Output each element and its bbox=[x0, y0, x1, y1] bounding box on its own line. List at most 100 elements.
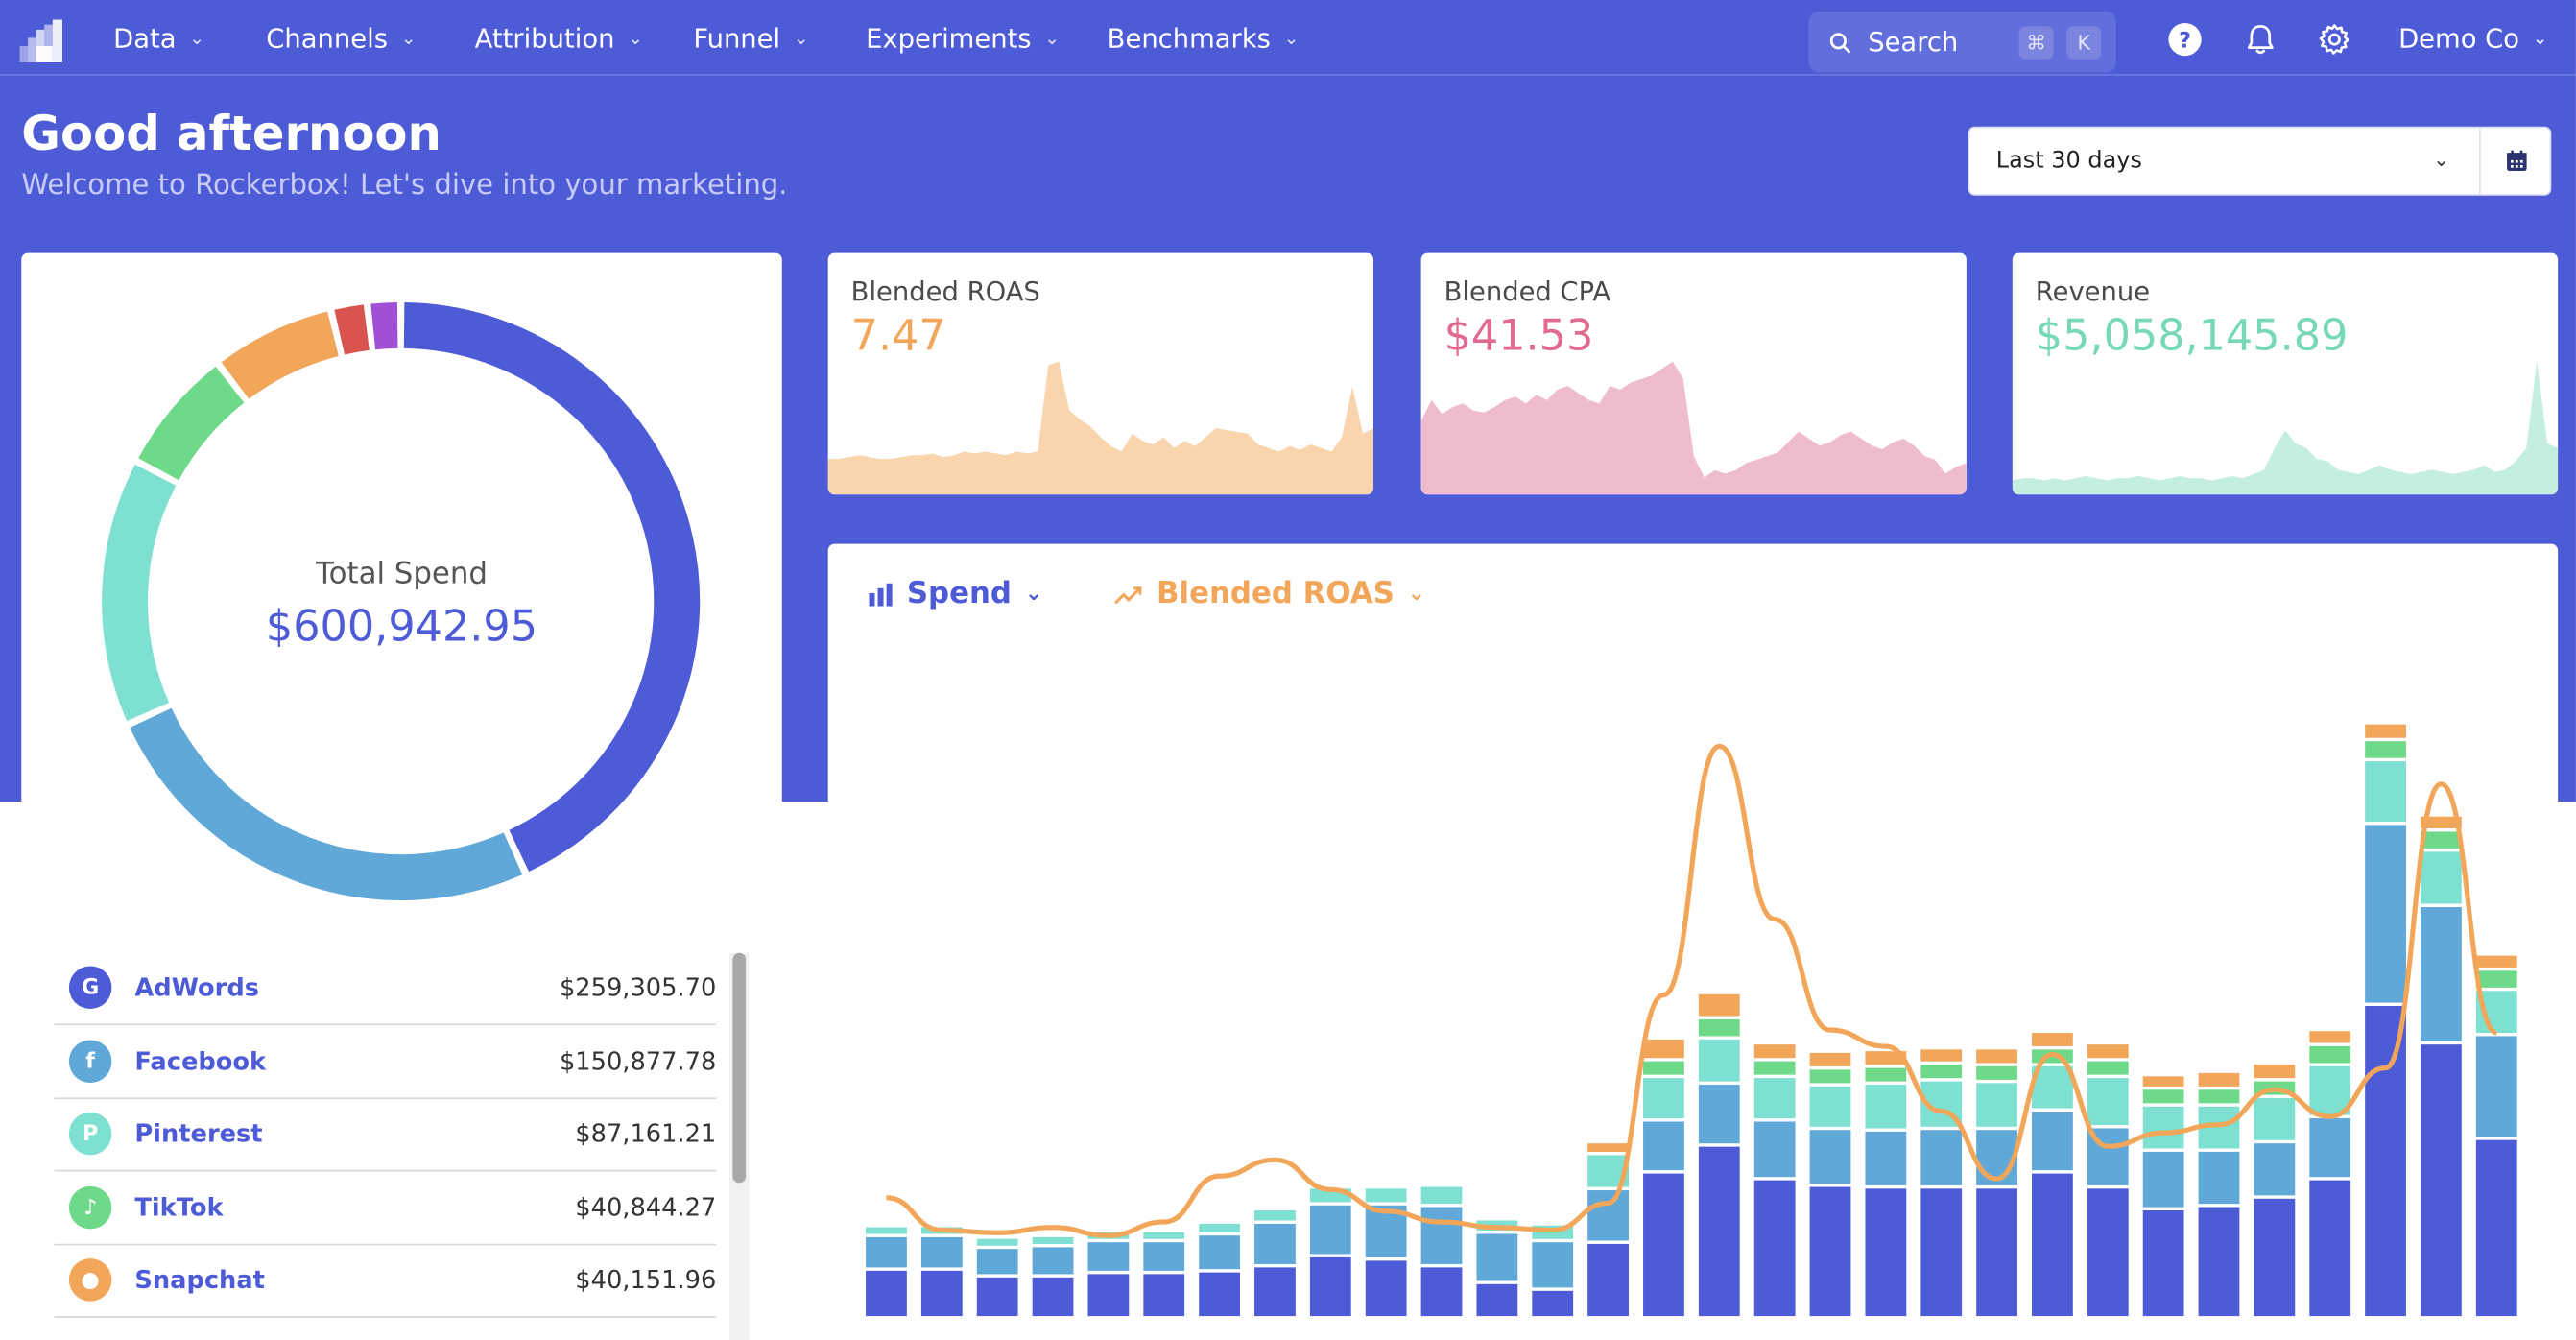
date-range-picker[interactable]: Last 30 days ⌄ bbox=[1968, 126, 2552, 196]
kpi-card-roas[interactable]: Blended ROAS 7.47 bbox=[827, 252, 1373, 495]
nav-funnel[interactable]: Funnel ⌄ bbox=[693, 0, 808, 76]
channel-row-snapchat[interactable]: ● Snapchat $40,151.96 bbox=[54, 1245, 717, 1318]
rockerbox-logo-icon[interactable] bbox=[19, 19, 63, 63]
bar-segment-adwords bbox=[1976, 1188, 2017, 1317]
bar-segment-facebook bbox=[2254, 1143, 2296, 1196]
channel-row-facebook[interactable]: f Facebook $150,877.78 bbox=[54, 1027, 717, 1100]
bar-segment-pinterest bbox=[1143, 1232, 1185, 1239]
help-icon[interactable]: ? bbox=[2167, 21, 2204, 58]
bar-segment-facebook bbox=[2198, 1151, 2240, 1205]
chevron-down-icon[interactable]: ⌄ bbox=[2433, 148, 2450, 172]
bar-segment-facebook bbox=[1143, 1242, 1185, 1271]
bar-segment-tiktok bbox=[2365, 741, 2406, 758]
account-name: Demo Co bbox=[2398, 22, 2520, 54]
nav-benchmarks-label: Benchmarks bbox=[1107, 22, 1271, 54]
search-label: Search bbox=[1868, 26, 1959, 58]
search-button[interactable]: Search ⌘ K bbox=[1808, 11, 2116, 73]
total-spend-label: Total Spend bbox=[316, 557, 488, 592]
bar-segment-tiktok bbox=[2475, 970, 2517, 988]
bar-segment-pinterest bbox=[1865, 1085, 1907, 1129]
bar-segment-facebook bbox=[1532, 1242, 1574, 1288]
kpi-card-cpa[interactable]: Blended CPA $41.53 bbox=[1420, 252, 1967, 495]
roas-sparkline bbox=[827, 361, 1373, 495]
bar-segment-adwords bbox=[1087, 1274, 1130, 1317]
bar-segment-adwords bbox=[1698, 1146, 1740, 1317]
donut-slice-other-2 bbox=[370, 301, 398, 350]
donut-slice-tiktok bbox=[138, 366, 245, 481]
calendar-icon[interactable] bbox=[2504, 148, 2530, 174]
spend-breakdown-card: Total Spend $600,942.95 G AdWords $259,3… bbox=[21, 252, 782, 1340]
bar-segment-snapchat bbox=[1865, 1051, 1907, 1065]
bar-segment-pinterest bbox=[1032, 1236, 1074, 1244]
bar-segment-adwords bbox=[1532, 1290, 1574, 1317]
bar-segment-snapchat bbox=[1698, 993, 1740, 1017]
bar-segment-facebook bbox=[2309, 1117, 2351, 1178]
bar-segment-tiktok bbox=[2142, 1089, 2184, 1104]
bar-segment-pinterest bbox=[1976, 1083, 2017, 1127]
bar-segment-adwords bbox=[2365, 1006, 2406, 1317]
bar-segment-pinterest bbox=[1809, 1086, 1851, 1127]
metric-selector-spend[interactable]: Spend ⌄ bbox=[868, 577, 1042, 611]
bar-segment-facebook bbox=[920, 1236, 963, 1268]
bar-segment-pinterest bbox=[2087, 1078, 2129, 1126]
bar-segment-pinterest bbox=[2254, 1098, 2296, 1140]
date-range-divider bbox=[2478, 128, 2481, 194]
bar-segment-facebook bbox=[2032, 1111, 2073, 1171]
bar-segment-adwords bbox=[1753, 1180, 1796, 1317]
channel-amount: $150,877.78 bbox=[559, 1046, 717, 1077]
metric-selector-roas[interactable]: Blended ROAS ⌄ bbox=[1114, 576, 1425, 611]
kbd-command: ⌘ bbox=[2018, 26, 2054, 60]
bar-segment-facebook bbox=[1643, 1121, 1684, 1171]
bar-segment-snapchat bbox=[1920, 1049, 1963, 1062]
nav-data[interactable]: Data ⌄ bbox=[113, 0, 204, 76]
bar-segment-tiktok bbox=[1920, 1065, 1963, 1079]
bar-segment-tiktok bbox=[1865, 1067, 1907, 1082]
account-menu[interactable]: Demo Co ⌄ bbox=[2398, 0, 2547, 76]
bar-segment-facebook bbox=[1032, 1247, 1074, 1275]
google-icon: G bbox=[68, 966, 112, 1009]
channel-row-pinterest[interactable]: P Pinterest $87,161.21 bbox=[54, 1099, 717, 1172]
channel-name: Facebook bbox=[134, 1046, 267, 1077]
spend-donut-chart bbox=[102, 301, 701, 900]
bar-segment-facebook bbox=[2421, 906, 2462, 1041]
channel-amount: $40,151.96 bbox=[575, 1265, 717, 1295]
bar-segment-adwords bbox=[2087, 1188, 2129, 1317]
bar-segment-pinterest bbox=[1254, 1210, 1296, 1221]
nav-data-label: Data bbox=[113, 22, 177, 54]
date-range-label: Last 30 days bbox=[1995, 148, 2142, 175]
nav-channels[interactable]: Channels ⌄ bbox=[266, 0, 416, 76]
channel-list-scrollbar-thumb[interactable] bbox=[732, 952, 747, 1184]
bar-segment-facebook bbox=[1420, 1207, 1463, 1264]
channel-amount: $259,305.70 bbox=[559, 972, 717, 1003]
bar-segment-adwords bbox=[1032, 1277, 1074, 1317]
channel-row-tiktok[interactable]: ♪ TikTok $40,844.27 bbox=[54, 1173, 717, 1246]
total-spend-value: $600,942.95 bbox=[265, 603, 538, 653]
nav-benchmarks[interactable]: Benchmarks ⌄ bbox=[1108, 0, 1300, 76]
chevron-down-icon: ⌄ bbox=[189, 27, 204, 49]
bar-segment-pinterest bbox=[1753, 1078, 1796, 1119]
bar-segment-adwords bbox=[2142, 1210, 2184, 1317]
chevron-down-icon: ⌄ bbox=[628, 27, 643, 49]
bar-segment-snapchat bbox=[1753, 1044, 1796, 1059]
bar-segment-tiktok bbox=[2087, 1061, 2129, 1075]
bar-segment-snapchat bbox=[1976, 1049, 2017, 1064]
kpi-card-revenue[interactable]: Revenue $5,058,145.89 bbox=[2012, 252, 2559, 495]
nav-attribution[interactable]: Attribution ⌄ bbox=[475, 0, 643, 76]
bar-segment-facebook bbox=[1309, 1205, 1351, 1255]
bar-segment-adwords bbox=[920, 1270, 963, 1317]
gear-icon[interactable] bbox=[2316, 21, 2352, 58]
channel-amount: $87,161.21 bbox=[575, 1118, 717, 1149]
search-icon bbox=[1829, 32, 1850, 53]
bar-segment-adwords bbox=[2475, 1139, 2517, 1317]
spend-roas-combo-chart bbox=[866, 724, 2517, 1317]
channel-row-adwords[interactable]: G AdWords $259,305.70 bbox=[54, 953, 717, 1026]
metric-roas-label: Blended ROAS bbox=[1157, 576, 1395, 611]
bell-icon[interactable] bbox=[2242, 21, 2278, 58]
bar-segment-pinterest bbox=[2365, 761, 2406, 823]
bar-segment-pinterest bbox=[1365, 1188, 1407, 1203]
nav-experiments[interactable]: Experiments ⌄ bbox=[866, 0, 1060, 76]
facebook-icon: f bbox=[68, 1040, 112, 1084]
kpi-value: $41.53 bbox=[1443, 312, 1594, 362]
channel-name: AdWords bbox=[134, 972, 259, 1003]
